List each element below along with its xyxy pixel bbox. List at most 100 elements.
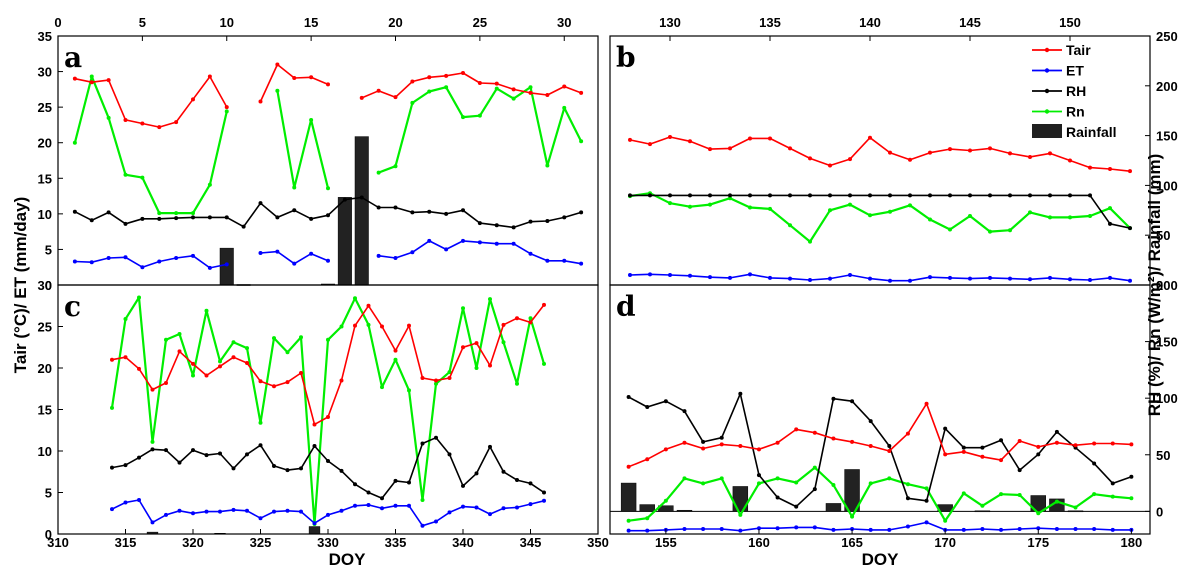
series-point-tair-c-7 bbox=[204, 373, 209, 378]
series-point-et-a-9 bbox=[224, 262, 229, 267]
series-point-et-a-4 bbox=[140, 265, 145, 270]
series-point-rn-c-18 bbox=[353, 296, 357, 301]
series-point-tair-a-22 bbox=[477, 80, 482, 85]
x-tick-label-c-4: 330 bbox=[317, 535, 339, 550]
x-tick-label-a-4: 20 bbox=[388, 15, 402, 30]
y-tick-label-left-a-2: 10 bbox=[38, 207, 52, 222]
x-tick-label-a-3: 15 bbox=[304, 15, 318, 30]
series-point-rh-c-12 bbox=[272, 463, 276, 468]
series-line-rn-b-0 bbox=[629, 192, 1131, 243]
series-point-rh-d-21 bbox=[1017, 468, 1022, 473]
series-point-rh-b-11 bbox=[848, 193, 852, 198]
series-point-tair-c-17 bbox=[339, 378, 344, 383]
series-point-et-a-21 bbox=[477, 240, 482, 245]
series-point-rh-c-26 bbox=[461, 483, 465, 488]
series-point-rn-a-2 bbox=[106, 115, 111, 120]
series-point-et-a-20 bbox=[461, 238, 465, 243]
x-tick-label-b-2: 140 bbox=[859, 15, 881, 30]
series-point-rh-b-23 bbox=[1088, 193, 1092, 198]
series-point-rh-d-16 bbox=[924, 498, 929, 503]
series-point-tair-c-29 bbox=[501, 322, 506, 327]
x-tick-label-a-5: 25 bbox=[473, 15, 487, 30]
series-point-rh-a-29 bbox=[562, 215, 567, 220]
series-point-rn-a-19 bbox=[461, 115, 465, 120]
panel-d: 155 160 165 170 175 180 0 50 100 150 200 d bbox=[609, 278, 1178, 550]
legend-swatch-rainfall bbox=[1032, 124, 1062, 138]
series-point-rn-a-10 bbox=[275, 88, 280, 93]
series-point-et-d-16 bbox=[924, 520, 929, 525]
series-point-tair-a-24 bbox=[511, 87, 516, 92]
panel-letter-d: d bbox=[616, 290, 636, 323]
series-point-et-a-11 bbox=[275, 249, 280, 254]
series-line-tair-b-0 bbox=[629, 136, 1131, 172]
series-point-rn-c-14 bbox=[299, 335, 303, 340]
series-point-et-c-21 bbox=[393, 503, 398, 508]
series-point-rn-a-3 bbox=[123, 172, 128, 177]
series-point-tair-a-6 bbox=[174, 120, 179, 125]
series-point-rh-d-12 bbox=[850, 399, 855, 404]
series-point-rn-d-4 bbox=[701, 481, 706, 486]
y-tick-label-right-b-4: 200 bbox=[1156, 79, 1178, 94]
y-tick-label-right-d-4: 200 bbox=[1156, 278, 1178, 293]
series-point-et-b-16 bbox=[948, 275, 952, 280]
series-point-tair-d-19 bbox=[980, 454, 985, 459]
series-point-rn-d-25 bbox=[1092, 492, 1097, 497]
series-point-et-b-2 bbox=[668, 273, 672, 278]
series-point-rn-d-2 bbox=[663, 498, 668, 503]
series-point-rh-d-9 bbox=[794, 504, 799, 509]
series-point-tair-d-24 bbox=[1073, 443, 1078, 448]
series-point-tair-c-10 bbox=[245, 361, 249, 366]
series-point-rh-a-6 bbox=[174, 216, 179, 221]
series-point-et-d-6 bbox=[738, 528, 743, 533]
series-point-rh-d-7 bbox=[756, 473, 761, 478]
series-point-rn-d-19 bbox=[980, 503, 985, 508]
series-line-tair-c-0 bbox=[111, 304, 545, 426]
series-point-rn-a-20 bbox=[477, 113, 482, 118]
x-tick-label-b-4: 150 bbox=[1059, 15, 1081, 30]
series-point-et-a-10 bbox=[258, 250, 263, 255]
series-point-rn-c-6 bbox=[191, 373, 195, 378]
series-point-rh-a-20 bbox=[410, 210, 415, 215]
series-line-rh-d-0 bbox=[628, 392, 1132, 508]
series-point-rh-c-22 bbox=[407, 480, 411, 485]
series-point-tair-c-3 bbox=[150, 387, 155, 392]
series-point-rn-b-23 bbox=[1088, 213, 1092, 218]
y-tick-label-right-b-3: 150 bbox=[1156, 129, 1178, 144]
series-point-tair-a-16 bbox=[376, 88, 381, 93]
series-point-tair-b-16 bbox=[948, 147, 952, 152]
series-point-et-c-30 bbox=[515, 505, 519, 510]
series-point-rh-c-15 bbox=[312, 444, 317, 449]
series-point-rh-c-9 bbox=[231, 466, 236, 471]
y-tick-label-left-c-1: 5 bbox=[45, 486, 52, 501]
series-point-rh-a-22 bbox=[444, 211, 449, 216]
series-point-rh-d-25 bbox=[1092, 461, 1097, 466]
series-point-rh-c-24 bbox=[434, 435, 438, 440]
legend-label-rh: RH bbox=[1066, 83, 1086, 99]
series-point-rh-a-10 bbox=[241, 224, 246, 229]
series-line-rn-a-0 bbox=[73, 75, 228, 215]
series-point-et-d-21 bbox=[1017, 527, 1022, 532]
series-point-tair-a-10 bbox=[258, 99, 263, 104]
series-point-tair-a-17 bbox=[393, 95, 398, 100]
series-point-tair-a-14 bbox=[326, 82, 330, 87]
series-point-tair-c-14 bbox=[299, 370, 303, 375]
panel-b: 130 135 140 145 150 0 50 100 150 200 250 b bbox=[609, 15, 1178, 293]
series-point-tair-b-3 bbox=[688, 139, 692, 144]
series-point-rn-c-27 bbox=[474, 366, 479, 370]
series-point-rn-c-28 bbox=[488, 297, 492, 302]
series-point-rh-c-21 bbox=[393, 478, 398, 483]
series-point-tair-a-25 bbox=[528, 90, 533, 95]
series-point-tair-c-6 bbox=[191, 361, 195, 366]
series-point-rn-d-17 bbox=[943, 518, 948, 523]
series-point-tair-a-19 bbox=[427, 75, 432, 80]
series-point-rh-d-19 bbox=[980, 445, 985, 450]
series-point-et-a-12 bbox=[292, 261, 297, 266]
series-point-et-a-25 bbox=[545, 258, 550, 263]
series-point-et-c-26 bbox=[461, 504, 465, 509]
series-point-rh-b-19 bbox=[1008, 193, 1012, 198]
series-point-tair-d-27 bbox=[1129, 442, 1134, 447]
series-point-et-b-20 bbox=[1028, 277, 1032, 282]
series-point-et-c-9 bbox=[231, 507, 236, 512]
series-point-tair-d-17 bbox=[943, 452, 948, 457]
series-point-rn-b-4 bbox=[708, 202, 712, 207]
